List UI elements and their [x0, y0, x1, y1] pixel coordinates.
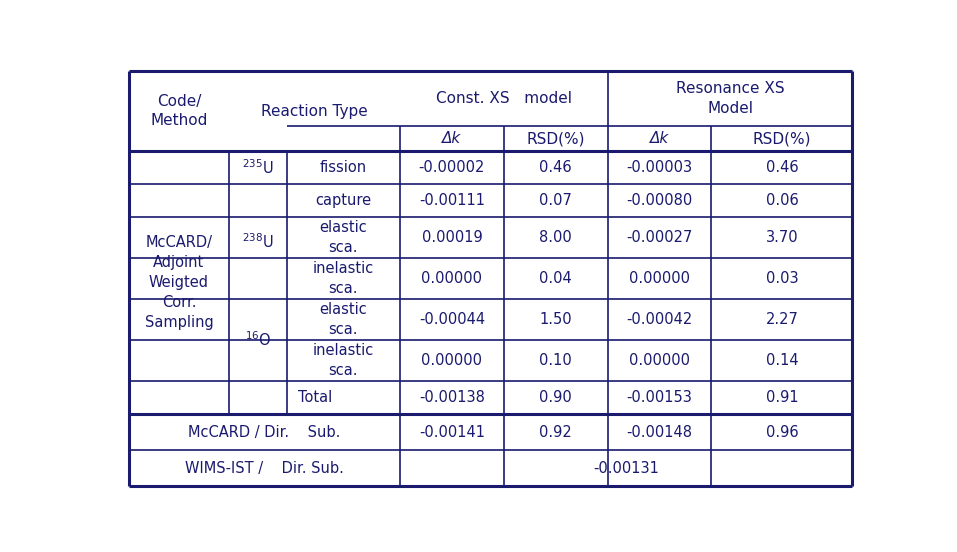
Text: -0.00138: -0.00138 — [419, 390, 485, 405]
Text: $^{238}$U: $^{238}$U — [242, 232, 274, 251]
Text: fission: fission — [320, 160, 367, 175]
Text: $^{235}$U: $^{235}$U — [242, 158, 274, 177]
Text: -0.00044: -0.00044 — [419, 312, 485, 327]
Text: 0.46: 0.46 — [540, 160, 572, 175]
Text: 0.00000: 0.00000 — [421, 271, 482, 286]
Text: 0.00000: 0.00000 — [629, 353, 690, 368]
Text: McCARD/
Adjoint
Weigted
Corr.
Sampling: McCARD/ Adjoint Weigted Corr. Sampling — [145, 236, 213, 330]
Text: Total: Total — [298, 390, 332, 405]
Text: WIMS-IST /    Dir. Sub.: WIMS-IST / Dir. Sub. — [185, 461, 344, 476]
Text: Reaction Type: Reaction Type — [261, 104, 368, 119]
Text: Const. XS   model: Const. XS model — [435, 91, 572, 107]
Text: 1.50: 1.50 — [540, 312, 572, 327]
Text: 8.00: 8.00 — [540, 230, 572, 246]
Text: 0.04: 0.04 — [540, 271, 572, 286]
Text: -0.00153: -0.00153 — [627, 390, 693, 405]
Text: RSD(%): RSD(%) — [753, 131, 812, 146]
Text: -0.00111: -0.00111 — [419, 193, 485, 208]
Text: 0.00000: 0.00000 — [421, 353, 482, 368]
Text: elastic
sca.: elastic sca. — [320, 302, 367, 337]
Text: elastic
sca.: elastic sca. — [320, 220, 367, 255]
Text: -0.00027: -0.00027 — [627, 230, 693, 246]
Text: RSD(%): RSD(%) — [526, 131, 585, 146]
Text: -0.00003: -0.00003 — [627, 160, 693, 175]
Text: 0.03: 0.03 — [766, 271, 798, 286]
Text: 2.27: 2.27 — [766, 312, 798, 327]
Text: $^{16}$O: $^{16}$O — [245, 331, 271, 349]
Text: McCARD / Dir.    Sub.: McCARD / Dir. Sub. — [189, 424, 341, 440]
Text: Code/
Method: Code/ Method — [150, 94, 208, 129]
Text: 0.14: 0.14 — [766, 353, 798, 368]
Text: -0.00131: -0.00131 — [593, 461, 659, 476]
Text: -0.00042: -0.00042 — [627, 312, 693, 327]
Text: Δk: Δk — [442, 131, 461, 146]
Text: 0.46: 0.46 — [766, 160, 798, 175]
Text: inelastic
sca.: inelastic sca. — [313, 261, 374, 296]
Text: 3.70: 3.70 — [766, 230, 798, 246]
Text: 0.96: 0.96 — [766, 424, 798, 440]
Text: -0.00148: -0.00148 — [627, 424, 693, 440]
Text: -0.00002: -0.00002 — [419, 160, 485, 175]
Text: -0.00080: -0.00080 — [627, 193, 693, 208]
Text: -0.00141: -0.00141 — [419, 424, 485, 440]
Text: 0.00000: 0.00000 — [629, 271, 690, 286]
Text: Δk: Δk — [650, 131, 669, 146]
Text: 0.91: 0.91 — [766, 390, 798, 405]
Text: inelastic
sca.: inelastic sca. — [313, 343, 374, 378]
Text: 0.07: 0.07 — [540, 193, 572, 208]
Text: 0.06: 0.06 — [766, 193, 798, 208]
Text: 0.00019: 0.00019 — [421, 230, 482, 246]
Text: Resonance XS
Model: Resonance XS Model — [676, 81, 785, 116]
Text: 0.10: 0.10 — [540, 353, 572, 368]
Text: 0.90: 0.90 — [540, 390, 572, 405]
Text: 0.92: 0.92 — [540, 424, 572, 440]
Text: capture: capture — [315, 193, 371, 208]
